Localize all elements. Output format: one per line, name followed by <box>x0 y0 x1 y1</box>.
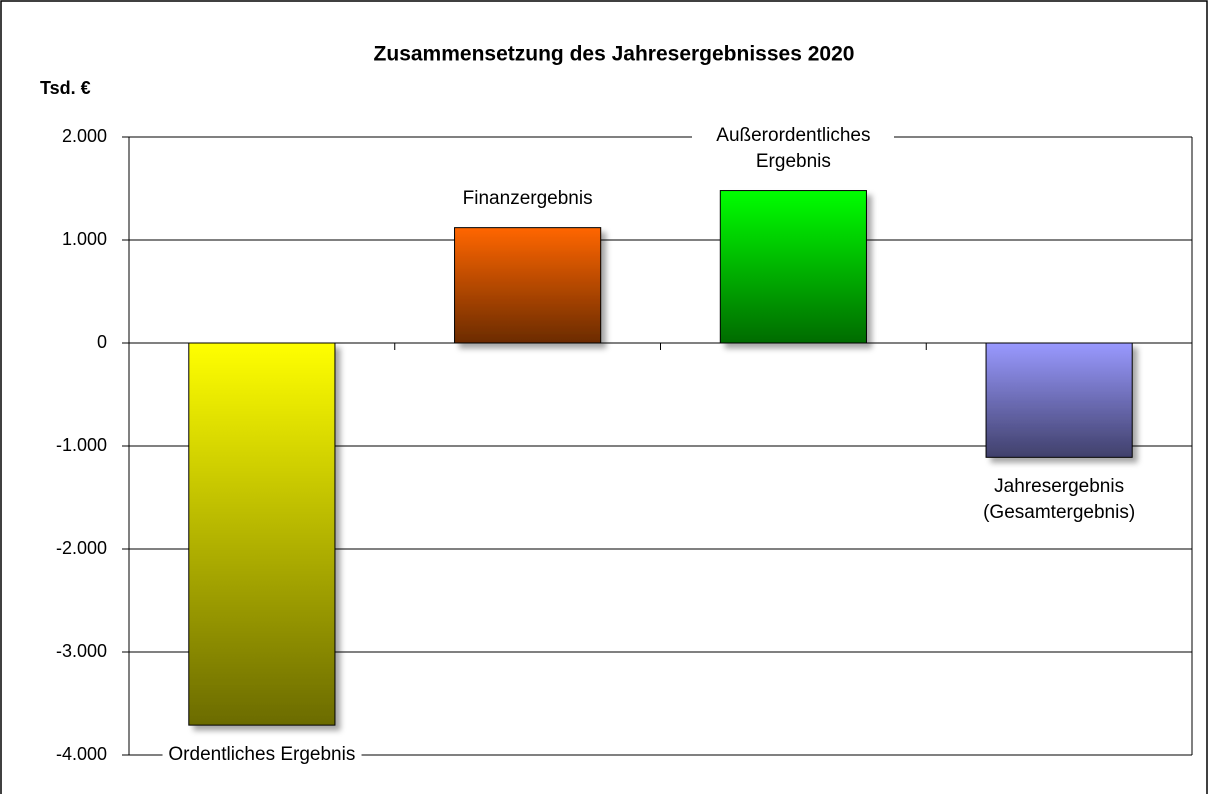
chart-title: Zusammensetzung des Jahresergebnisses 20… <box>374 43 855 66</box>
y-tick-label: -4.000 <box>56 744 107 764</box>
y-tick-label: -3.000 <box>56 641 107 661</box>
y-tick-label: 0 <box>97 332 107 352</box>
y-tick-label: -1.000 <box>56 435 107 455</box>
category-label: Ordentliches Ergebnis <box>162 742 362 769</box>
y-axis-label: Tsd. € <box>40 78 91 98</box>
bar <box>985 342 1133 458</box>
y-tick-label: 1.000 <box>62 229 107 249</box>
bar <box>719 190 867 344</box>
category-label: Finanzergebnis <box>456 185 599 212</box>
category-label: Jahresergebnis (Gesamtergebnis) <box>977 474 1142 527</box>
bar <box>454 227 602 344</box>
y-tick-label: -2.000 <box>56 538 107 558</box>
bar <box>188 342 336 726</box>
category-label: Außerordentliches Ergebnis <box>692 122 895 175</box>
y-tick-label: 2.000 <box>62 126 107 146</box>
